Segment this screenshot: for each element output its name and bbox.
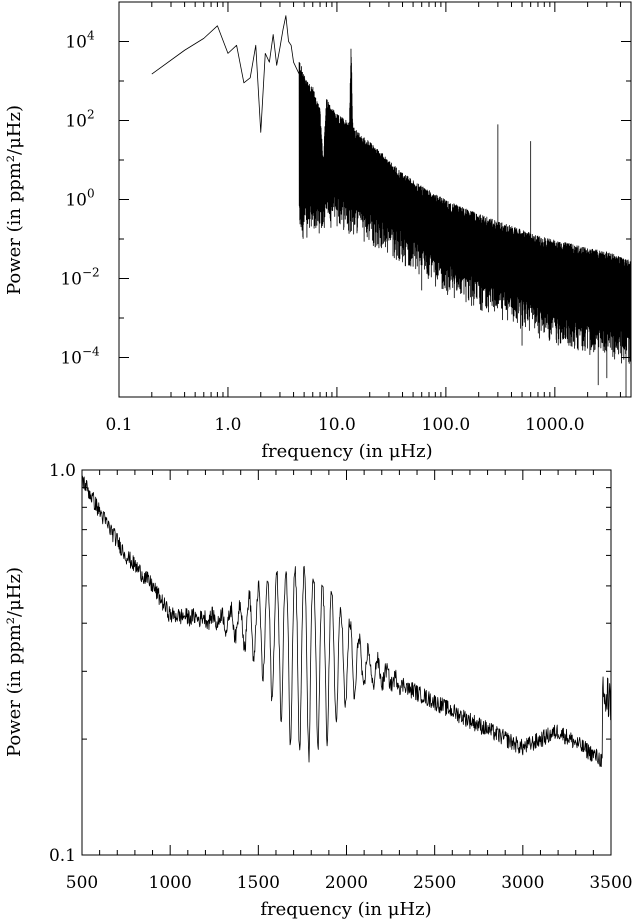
axis-ticks-top: 0.1 1.0 10.0 100.0 1000.0 10−4 10−2 100 102 104 [60,1,632,435]
y-tick-label: 102 [65,108,94,132]
y-axis-title-bottom: Power (in ppm²/μHz) [4,567,25,757]
x-tick-label: 1500 [237,873,280,893]
chart-top: 0.1 1.0 10.0 100.0 1000.0 10−4 10−2 100 102 104 f… [4,1,632,462]
plot-frame-bottom [81,469,612,856]
x-tick-label: 2000 [325,873,368,893]
x-tick-label: 3000 [501,873,544,893]
x-tick-label: 1000 [149,873,192,893]
x-tick-label: 10.0 [318,415,356,435]
x-tick-label: 1000.0 [525,415,584,435]
x-tick-label: 500 [66,873,98,893]
y-tick-label: 1.0 [49,461,76,481]
y-tick-label: 104 [65,29,95,53]
axis-ticks-bottom: 500 1000 1500 2000 2500 3000 3500 0.1 1.0 [49,461,633,893]
x-tick-label: 2500 [413,873,456,893]
y-tick-label: 10−2 [60,266,99,290]
y-tick-label: 100 [65,187,94,211]
y-axis-title-top: Power (in ppm²/μHz) [4,105,25,295]
x-tick-label: 3500 [589,873,632,893]
x-axis-title-top: frequency (in μHz) [261,441,432,462]
y-tick-label: 0.1 [49,846,76,866]
power-spectrum-zoom-line [81,475,612,768]
x-axis-title-bottom: frequency (in μHz) [260,899,431,920]
chart-bottom: 500 1000 1500 2000 2500 3000 3500 0.1 1.0 freque… [4,461,633,920]
y-tick-label: 10−4 [60,345,100,369]
x-tick-label: 100.0 [422,415,471,435]
x-tick-label: 1.0 [214,415,241,435]
power-spectrum-line [151,15,632,397]
x-tick-label: 0.1 [105,415,132,435]
